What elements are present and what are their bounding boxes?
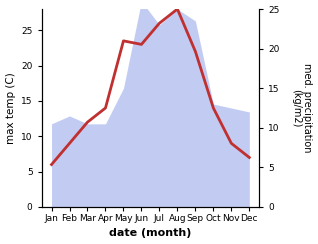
Y-axis label: max temp (C): max temp (C) <box>5 72 16 144</box>
X-axis label: date (month): date (month) <box>109 228 192 238</box>
Y-axis label: med. precipitation
(kg/m2): med. precipitation (kg/m2) <box>291 63 313 153</box>
